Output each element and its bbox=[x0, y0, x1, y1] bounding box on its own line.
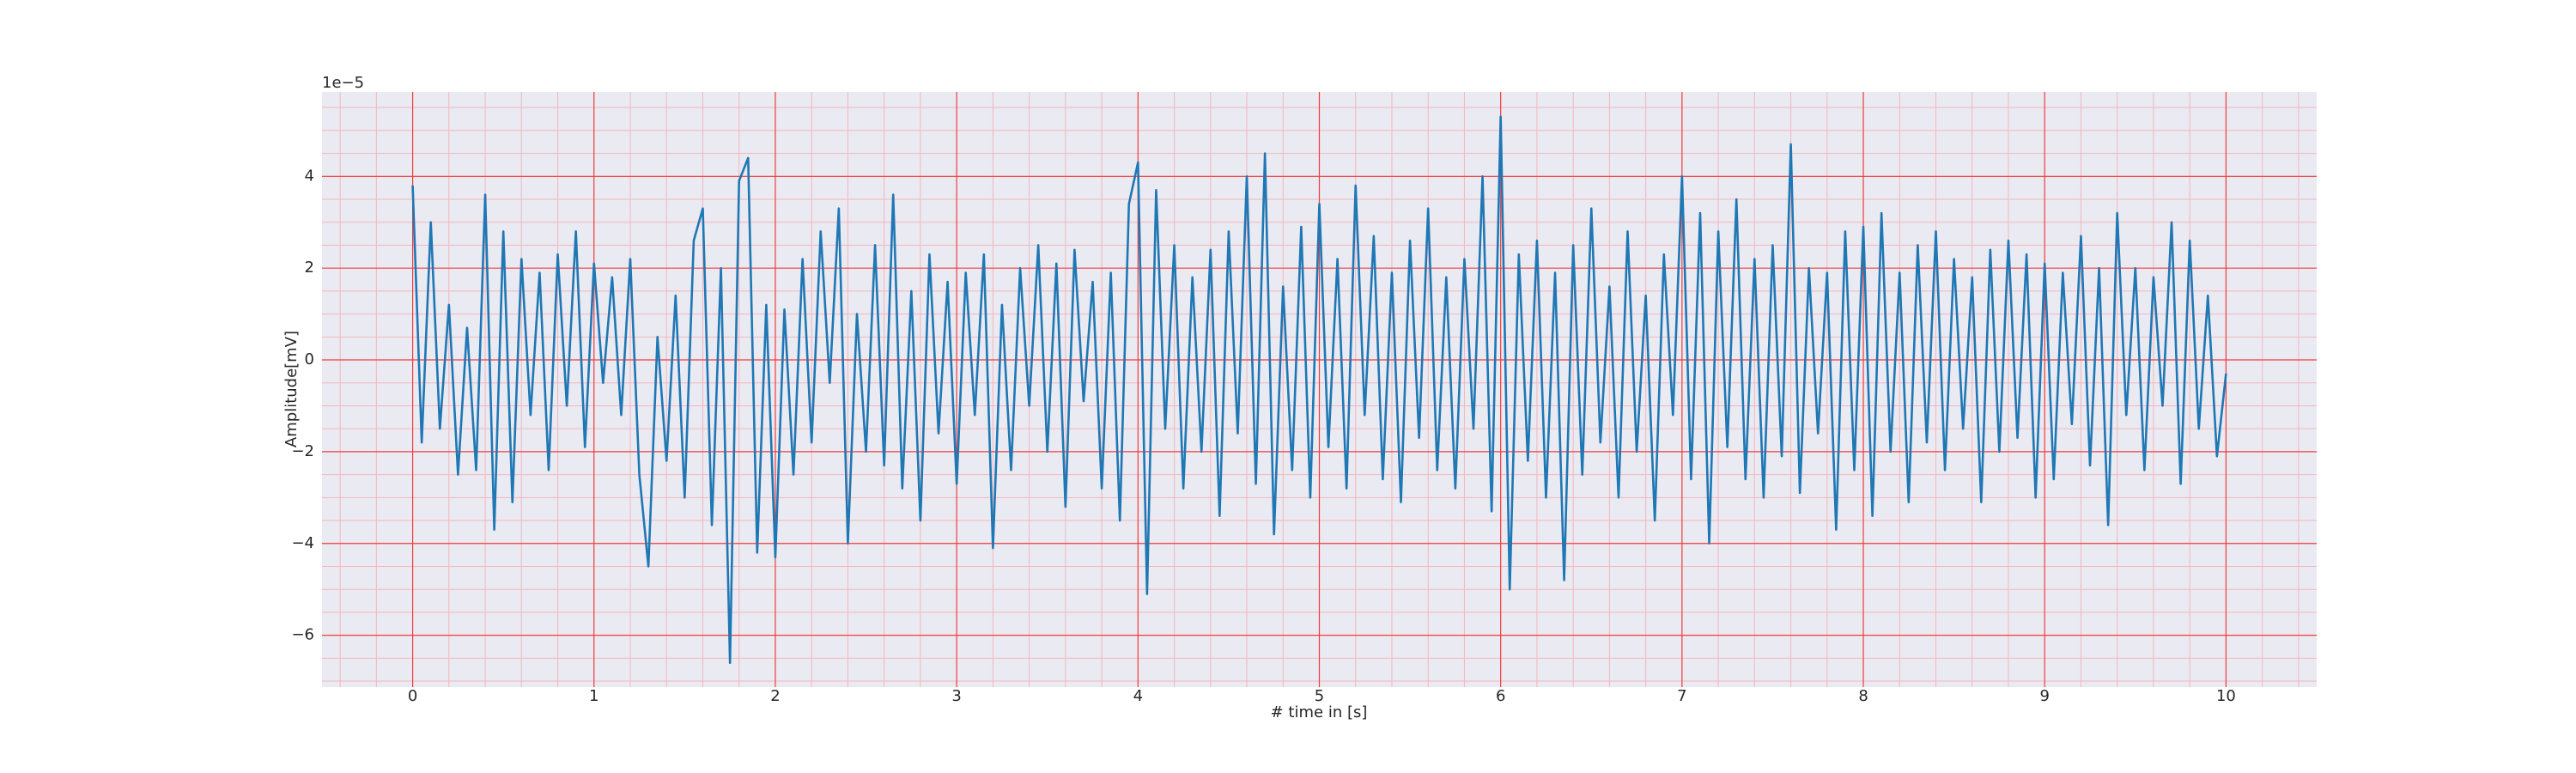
y-tick-label: 0 bbox=[305, 350, 314, 368]
y-offset-label: 1e−5 bbox=[322, 74, 364, 92]
x-tick-label: 8 bbox=[1858, 687, 1868, 705]
x-tick-label: 7 bbox=[1677, 687, 1686, 705]
y-axis-label: Amplitude[mV] bbox=[283, 331, 301, 447]
signal-line bbox=[411, 115, 2227, 664]
x-axis-label: # time in [s] bbox=[1271, 703, 1368, 721]
y-tick-label: −4 bbox=[291, 534, 314, 552]
x-tick-label: 9 bbox=[2040, 687, 2050, 705]
x-tick-label: 4 bbox=[1133, 687, 1143, 705]
x-tick-label: 10 bbox=[2216, 687, 2236, 705]
x-tick-label: 5 bbox=[1315, 687, 1324, 705]
y-tick-label: −2 bbox=[291, 442, 314, 460]
x-tick-label: 6 bbox=[1496, 687, 1505, 705]
x-tick-label: 2 bbox=[770, 687, 780, 705]
y-tick-label: −6 bbox=[291, 626, 314, 644]
x-tick-label: 3 bbox=[951, 687, 961, 705]
x-tick-label: 0 bbox=[408, 687, 417, 705]
x-tick-label: 1 bbox=[589, 687, 598, 705]
y-tick-label: 4 bbox=[305, 167, 314, 185]
y-tick-label: 2 bbox=[305, 259, 314, 277]
